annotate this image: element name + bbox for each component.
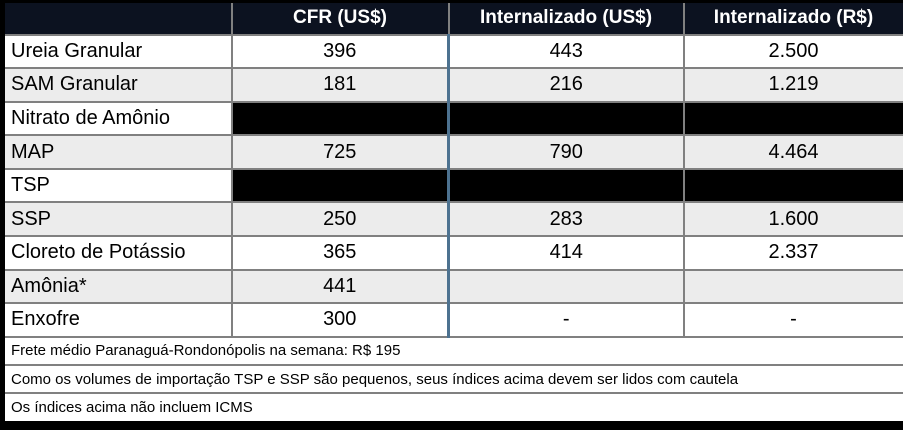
internalizado-usd-value	[447, 268, 685, 305]
table-row-map: MAP 725 790 4.464	[1, 134, 903, 170]
internalizado-usd-value: 790	[447, 134, 685, 170]
row-label: Amônia*	[1, 268, 233, 305]
redacted-cell	[230, 167, 450, 204]
internalizado-usd-value: 283	[447, 201, 685, 237]
redacted-cell	[447, 100, 685, 137]
row-label: Enxofre	[1, 302, 233, 338]
corner-header-cell	[1, 0, 233, 36]
column-header-internalizado-usd: Internalizado (US$)	[447, 0, 685, 36]
redacted-cell	[682, 100, 903, 137]
internalizado-brl-value: 4.464	[682, 134, 903, 170]
table-row-ureia-granular: Ureia Granular 396 443 2.500	[1, 33, 903, 70]
table-row-cloreto-de-potassio: Cloreto de Potássio 365 414 2.337	[1, 234, 903, 271]
row-label: SSP	[1, 201, 233, 237]
row-label: Cloreto de Potássio	[1, 234, 233, 271]
note-row-volumes: Como os volumes de importação TSP e SSP …	[1, 364, 903, 395]
internalizado-brl-value: 2.500	[682, 33, 903, 70]
internalizado-brl-value: 2.337	[682, 234, 903, 271]
internalizado-usd-value: 414	[447, 234, 685, 271]
redacted-cell	[682, 167, 903, 204]
header-row: CFR (US$) Internalizado (US$) Internaliz…	[1, 0, 903, 36]
row-label: MAP	[1, 134, 233, 170]
column-header-cfr: CFR (US$)	[230, 0, 450, 36]
cfr-value: 441	[230, 268, 450, 305]
row-label: SAM Granular	[1, 67, 233, 103]
cfr-value: 181	[230, 67, 450, 103]
redacted-cell	[230, 100, 450, 137]
note-row-icms: Os índices acima não incluem ICMS	[1, 392, 903, 427]
cfr-value: 396	[230, 33, 450, 70]
table-row-nitrato-de-amonio: Nitrato de Amônio	[1, 100, 903, 137]
table-row-tsp: TSP	[1, 167, 903, 204]
row-label: Ureia Granular	[1, 33, 233, 70]
internalizado-brl-value: 1.600	[682, 201, 903, 237]
table-row-sam-granular: SAM Granular 181 216 1.219	[1, 67, 903, 103]
row-label: TSP	[1, 167, 233, 204]
cfr-value: 365	[230, 234, 450, 271]
note-row-frete: Frete médio Paranaguá-Rondonópolis na se…	[1, 335, 903, 367]
cfr-value: 300	[230, 302, 450, 338]
column-header-internalizado-brl: Internalizado (R$)	[682, 0, 903, 36]
internalizado-brl-value: -	[682, 302, 903, 338]
internalizado-usd-value: -	[447, 302, 685, 338]
internalizado-brl-value: 1.219	[682, 67, 903, 103]
cfr-value: 725	[230, 134, 450, 170]
redacted-cell	[447, 167, 685, 204]
table-row-enxofre: Enxofre 300 - -	[1, 302, 903, 338]
table-row-ssp: SSP 250 283 1.600	[1, 201, 903, 237]
internalizado-usd-value: 216	[447, 67, 685, 103]
footnote-volumes: Como os volumes de importação TSP e SSP …	[1, 364, 903, 395]
internalizado-brl-value	[682, 268, 903, 305]
footnote-icms: Os índices acima não incluem ICMS	[1, 392, 903, 427]
internalizado-usd-value: 443	[447, 33, 685, 70]
row-label: Nitrato de Amônio	[1, 100, 233, 137]
footnote-frete: Frete médio Paranaguá-Rondonópolis na se…	[1, 335, 903, 367]
table-row-amonia: Amônia* 441	[1, 268, 903, 305]
cfr-value: 250	[230, 201, 450, 237]
